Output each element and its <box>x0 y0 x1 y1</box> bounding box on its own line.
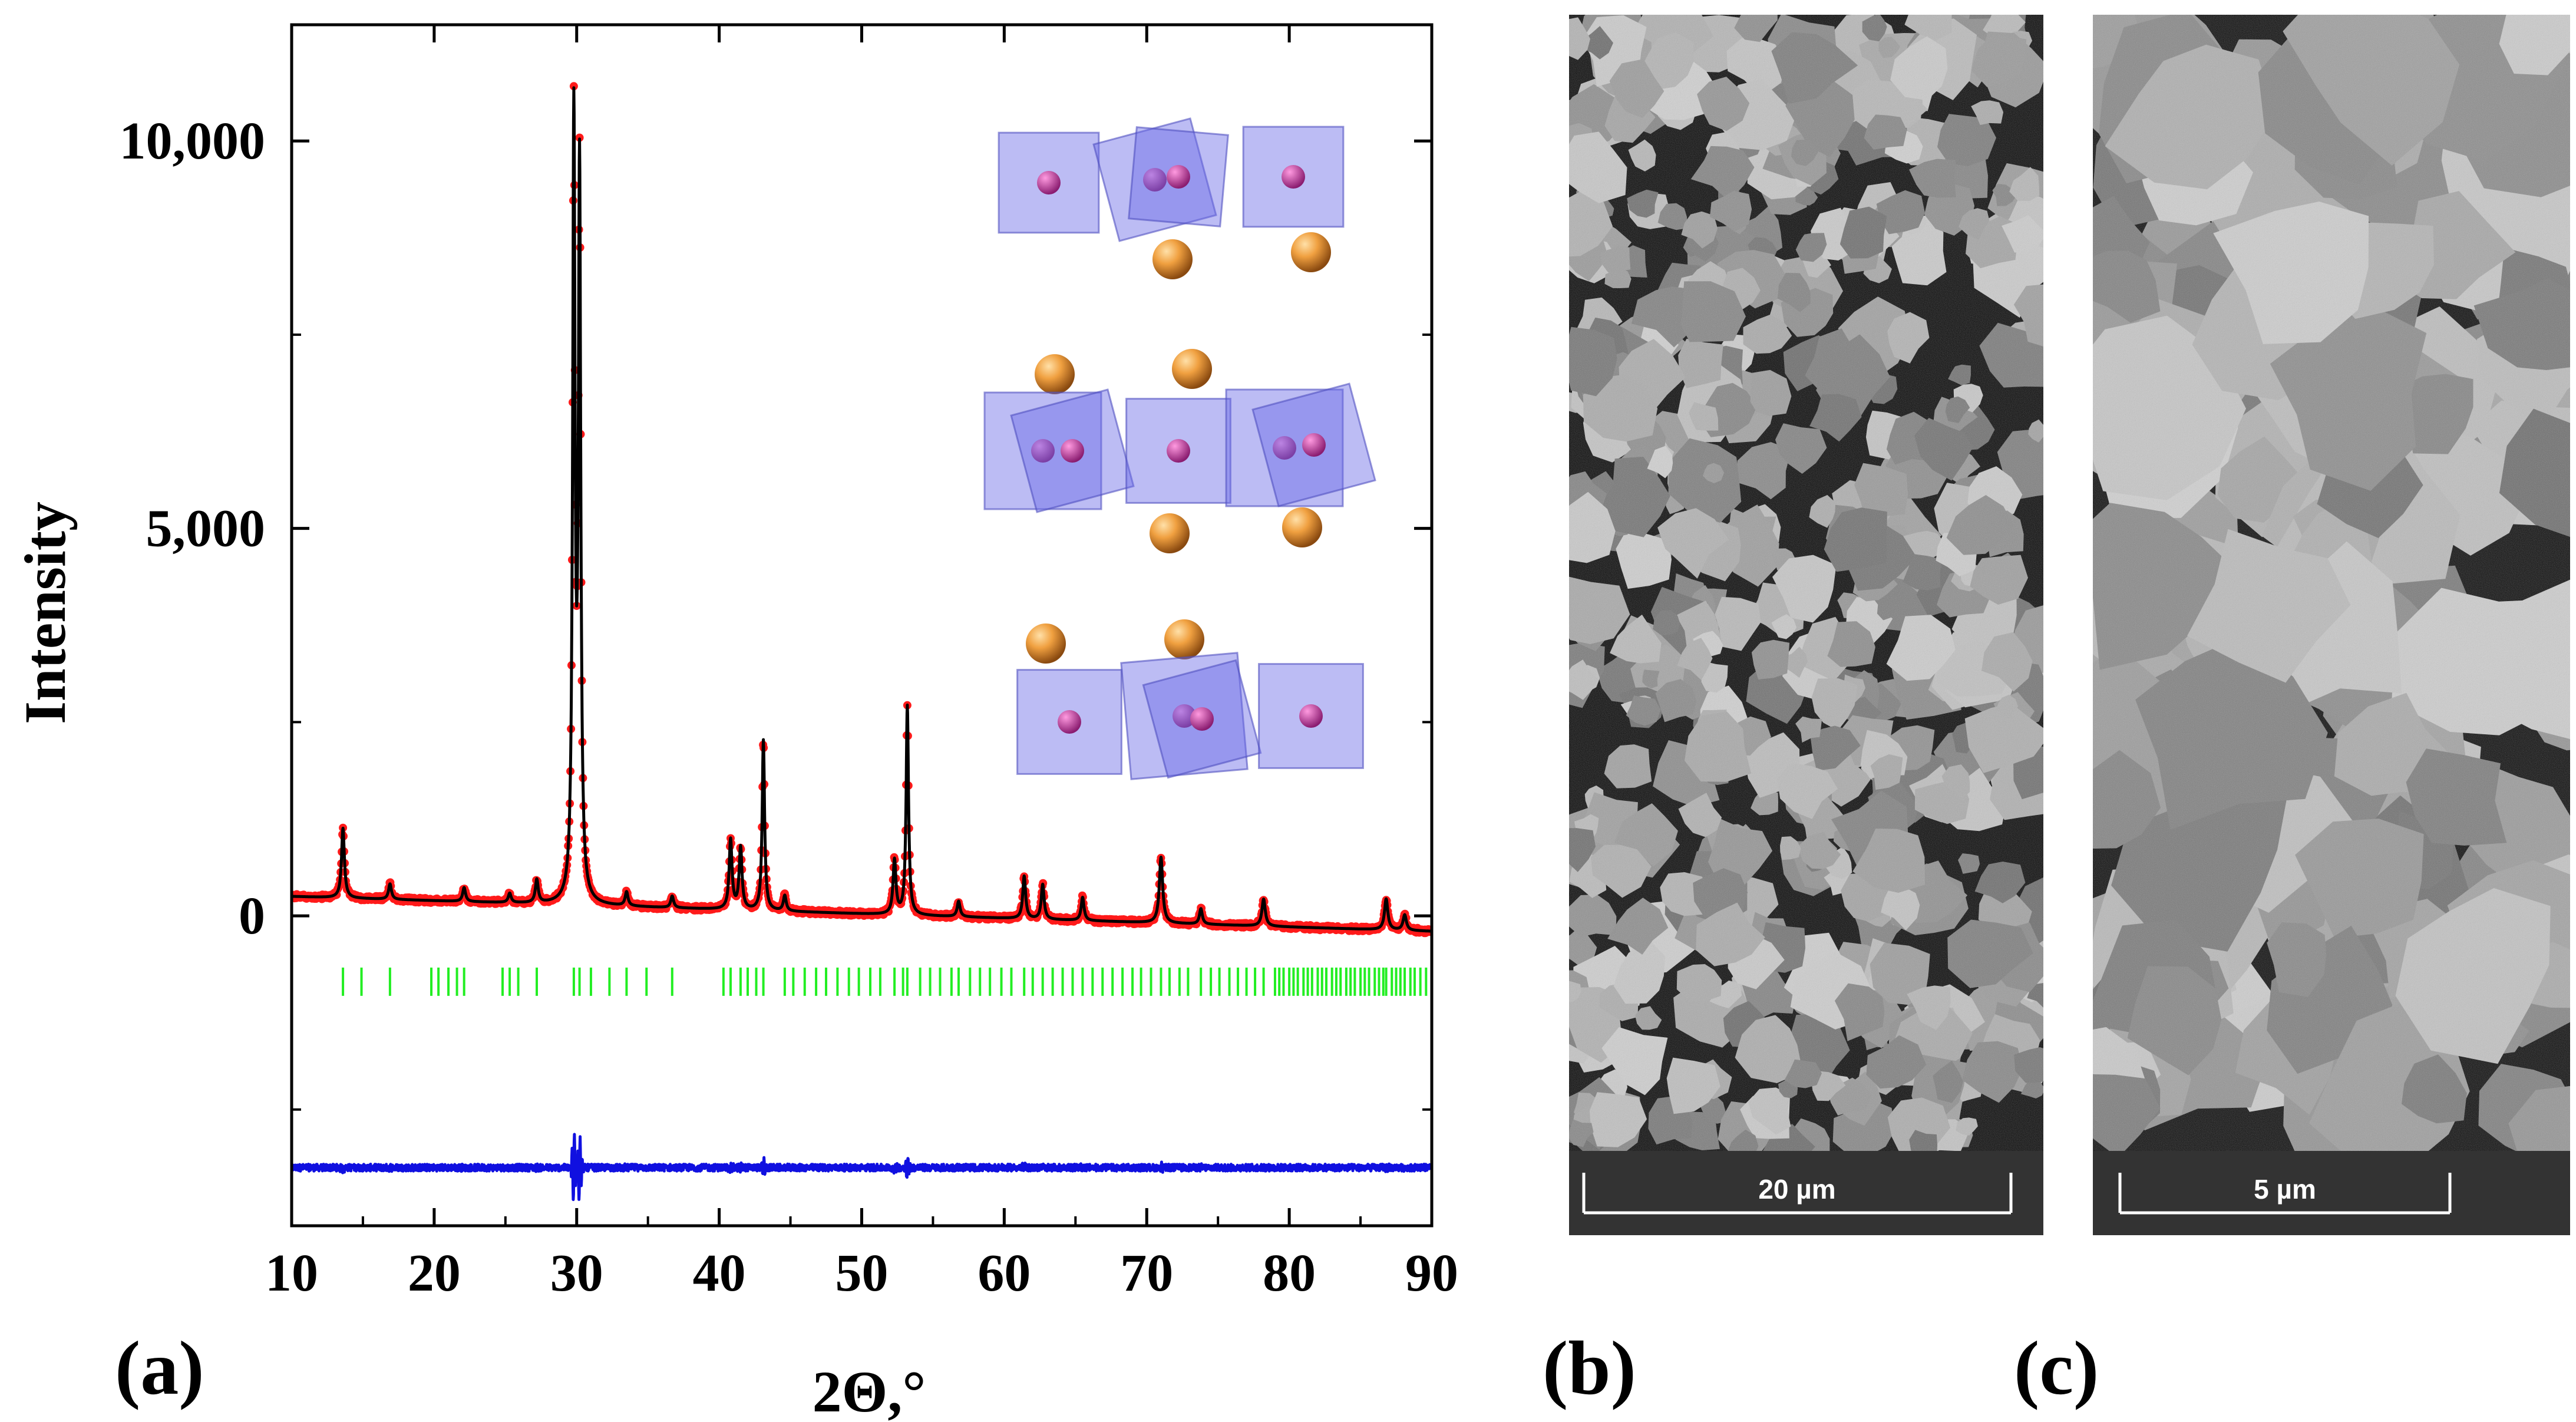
metal-atom <box>1058 710 1081 734</box>
cation-sphere <box>1172 349 1212 389</box>
x-tick-label: 30 <box>550 1244 603 1302</box>
y-tick-label: 10,000 <box>120 112 266 170</box>
xrd-chart: 10 20 30 40 50 60 70 80 90 0 5,000 10,000 2Θ,° Int… <box>12 23 1458 1422</box>
x-tick-label: 10 <box>265 1244 318 1302</box>
x-tick-label: 90 <box>1405 1244 1458 1302</box>
y-axis-title: Intensity <box>12 502 78 724</box>
metal-atom <box>1173 704 1196 728</box>
metal-atom <box>1061 439 1084 463</box>
metal-atom <box>1282 165 1305 189</box>
sem-noise-c <box>2093 15 2570 1151</box>
scalebar-strip-c <box>2093 1151 2570 1235</box>
y-axis-ticks: 0 5,000 10,000 <box>120 112 1432 1111</box>
difference-curve <box>292 1133 1432 1202</box>
x-axis-title: 2Θ,° <box>813 1359 926 1422</box>
sem-image-c: 5 µm (c) <box>2014 15 2570 1411</box>
metal-atom <box>1299 704 1323 728</box>
x-tick-label: 50 <box>835 1244 889 1302</box>
cation-sphere <box>1152 239 1193 279</box>
cation-sphere <box>1026 623 1066 664</box>
cation-sphere <box>1164 619 1204 659</box>
sem-noise-b <box>1569 15 2043 1151</box>
y-tick-label: 0 <box>239 887 265 945</box>
metal-atom <box>1273 436 1296 460</box>
metal-atom <box>1037 171 1061 194</box>
metal-atom <box>1302 433 1326 457</box>
metal-atom <box>1167 439 1190 463</box>
x-tick-label: 60 <box>977 1244 1031 1302</box>
plot-area <box>292 82 1432 1202</box>
panel-label-c: (c) <box>2014 1326 2099 1411</box>
panel-label-b: (b) <box>1543 1326 1636 1411</box>
observed-point <box>569 82 578 91</box>
x-tick-label: 70 <box>1120 1244 1173 1302</box>
cation-sphere <box>1282 507 1322 547</box>
cation-sphere <box>1150 513 1190 553</box>
scalebar-label-b: 20 µm <box>1758 1174 1835 1205</box>
crystal-structure-inset <box>983 117 1376 780</box>
cation-sphere <box>1291 232 1331 272</box>
y-tick-label: 5,000 <box>146 500 266 558</box>
metal-atom <box>1143 168 1167 192</box>
x-tick-label: 20 <box>408 1244 461 1302</box>
metal-atom <box>1031 439 1055 463</box>
x-tick-label: 80 <box>1263 1244 1316 1302</box>
metal-atom <box>1190 707 1214 731</box>
metal-atom <box>1167 165 1190 189</box>
scalebar-label-c: 5 µm <box>2254 1174 2316 1205</box>
sem-image-b: 20 µm (b) <box>1543 15 2043 1411</box>
x-tick-label: 40 <box>693 1244 746 1302</box>
cation-sphere <box>1035 354 1075 394</box>
panel-label-a: (a) <box>115 1326 204 1411</box>
bragg-marks <box>342 967 1428 996</box>
